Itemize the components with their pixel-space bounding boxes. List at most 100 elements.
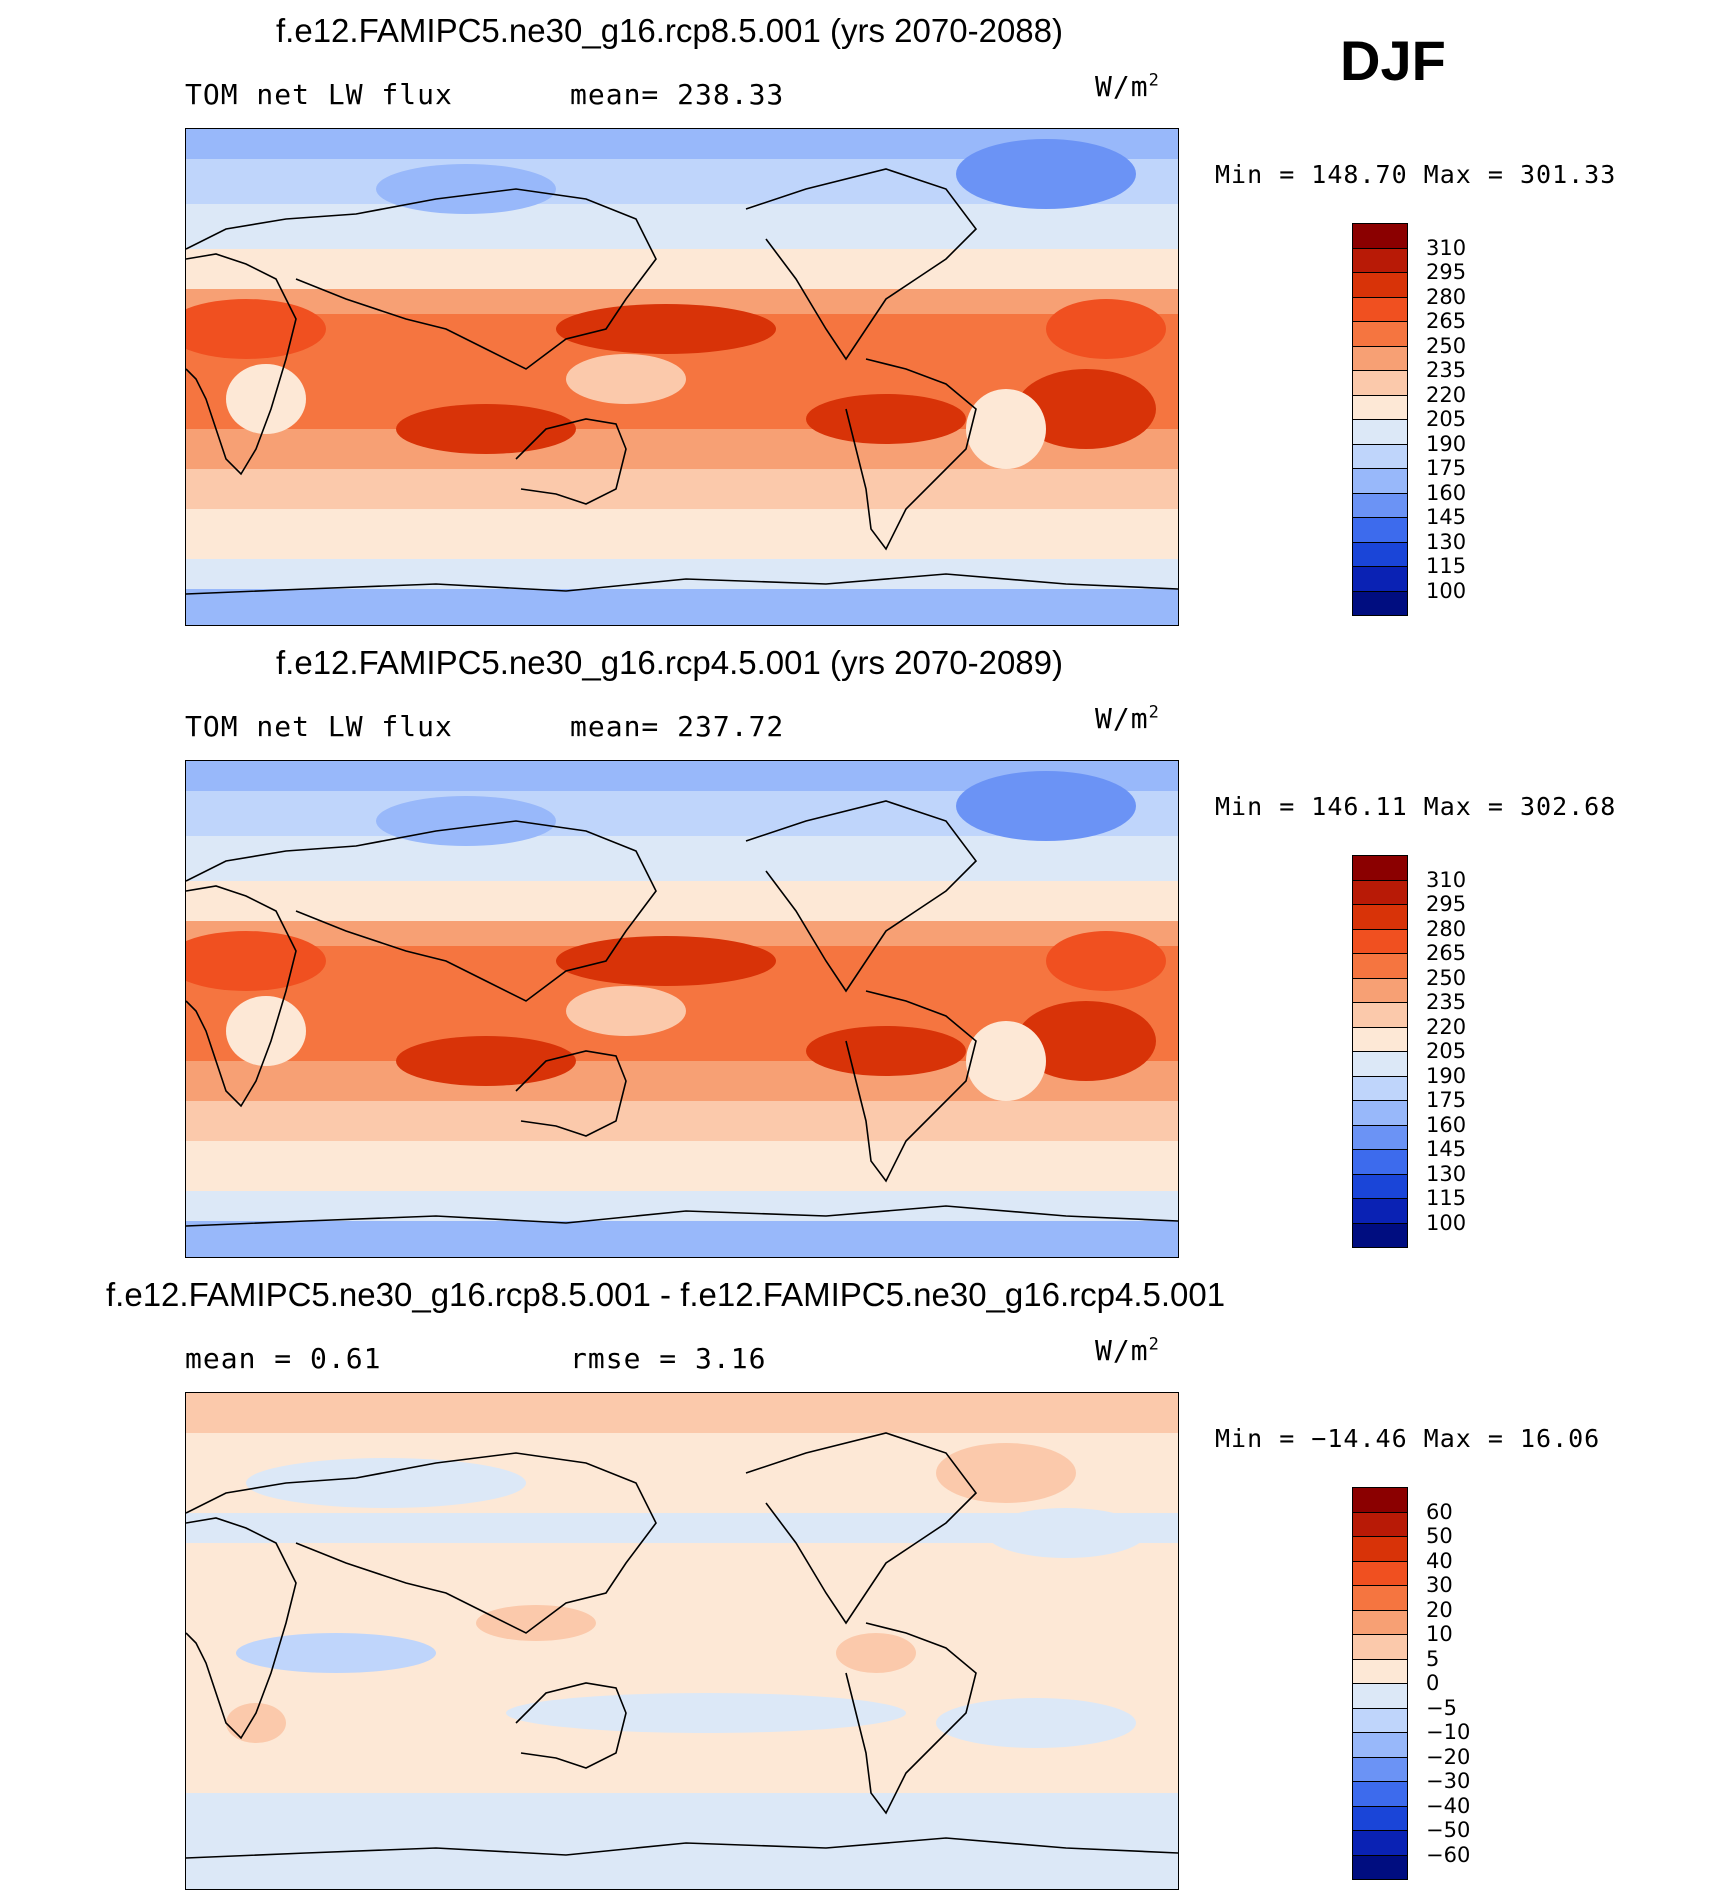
colorbar-label: −30 <box>1426 1769 1471 1793</box>
field-blob <box>376 796 556 846</box>
colorbar-swatch <box>1352 394 1408 420</box>
field-band <box>186 559 1178 589</box>
coastline <box>515 1050 627 1137</box>
colorbar-label: 160 <box>1426 1112 1467 1137</box>
field-blob <box>246 1458 526 1508</box>
panel-3-minmax: Min = −14.46 Max = 16.06 <box>1215 1424 1601 1453</box>
coastline <box>745 800 978 993</box>
colorbar-swatch <box>1352 223 1408 248</box>
panel-2-map <box>185 760 1179 1258</box>
colorbar-swatch <box>1352 1585 1408 1610</box>
panel-1-title: f.e12.FAMIPC5.ne30_g16.rcp8.5.001 (yrs 2… <box>276 12 1063 49</box>
colorbar-swatch <box>1352 370 1408 395</box>
panel-2-mean: mean= 237.72 <box>570 710 785 743</box>
coastline <box>845 1622 977 1815</box>
colorbar-label: 175 <box>1426 1088 1467 1112</box>
field-band <box>186 469 1178 509</box>
panel-2-units: W/m2 <box>1095 702 1160 735</box>
colorbar-label: 145 <box>1426 1137 1467 1161</box>
colorbar-swatch <box>1352 419 1408 444</box>
field-blob <box>1046 931 1166 991</box>
colorbar-swatch <box>1352 928 1408 954</box>
coastline <box>186 1452 657 1634</box>
colorbar-swatch <box>1352 541 1408 567</box>
colorbar-label: 220 <box>1426 1014 1467 1039</box>
colorbar-label: 100 <box>1426 578 1467 603</box>
field-band <box>186 1393 1178 1433</box>
panel-1-field <box>186 129 1178 625</box>
colorbar-swatch <box>1352 1707 1408 1733</box>
colorbar-label: 310 <box>1426 867 1467 892</box>
coastline <box>515 1682 627 1769</box>
colorbar-swatch <box>1352 468 1408 493</box>
colorbar-swatch <box>1352 1756 1408 1782</box>
colorbar-swatch <box>1352 247 1408 273</box>
colorbar-swatch <box>1352 1100 1408 1125</box>
field-blob <box>506 1693 906 1733</box>
field-blob <box>956 139 1136 209</box>
colorbar-label: 0 <box>1426 1671 1440 1695</box>
colorbar-swatch <box>1352 1830 1408 1855</box>
colorbar-label: 20 <box>1426 1597 1453 1622</box>
colorbar-label: 190 <box>1426 1063 1467 1088</box>
colorbar-swatch <box>1352 1781 1408 1806</box>
panel-2-field <box>186 761 1178 1257</box>
coastline <box>186 253 297 476</box>
coastline <box>745 168 978 361</box>
season-label: DJF <box>1340 29 1446 92</box>
panel-1-variable: TOM net LW flux <box>185 78 453 111</box>
field-blob <box>226 1703 286 1743</box>
panel-1-mean: mean= 238.33 <box>570 78 785 111</box>
coastline <box>186 820 657 1002</box>
coastline <box>515 418 627 505</box>
colorbar-swatch <box>1352 566 1408 591</box>
field-blob <box>396 404 576 454</box>
colorbar-swatch <box>1352 1149 1408 1174</box>
colorbar-label: 265 <box>1426 309 1467 333</box>
colorbar-swatch <box>1352 517 1408 542</box>
colorbar-swatch <box>1352 443 1408 469</box>
field-blob <box>806 1026 966 1076</box>
colorbar-swatch <box>1352 1536 1408 1561</box>
colorbar-label: 40 <box>1426 1548 1453 1573</box>
colorbar-label: −5 <box>1426 1695 1457 1720</box>
field-blob <box>376 164 556 214</box>
colorbar-label: 205 <box>1426 407 1467 431</box>
field-blob <box>1046 299 1166 359</box>
colorbar-label: 130 <box>1426 1161 1467 1186</box>
colorbar-label: 280 <box>1426 284 1467 309</box>
field-blob <box>836 1633 916 1673</box>
panel-2-minmax: Min = 146.11 Max = 302.68 <box>1215 792 1617 821</box>
colorbar-label: 5 <box>1426 1646 1440 1671</box>
colorbar-label: 30 <box>1426 1573 1453 1597</box>
colorbar-swatch <box>1352 1609 1408 1635</box>
coastline <box>845 358 977 551</box>
colorbar-label: −10 <box>1426 1720 1471 1744</box>
field-band <box>186 881 1178 921</box>
colorbar-label: 145 <box>1426 505 1467 529</box>
colorbar-label: 295 <box>1426 892 1467 916</box>
panel-1-minmax: Min = 148.70 Max = 301.33 <box>1215 160 1617 189</box>
field-blob <box>226 996 306 1066</box>
field-band <box>186 204 1178 249</box>
colorbar-label: 160 <box>1426 480 1467 505</box>
panel-3-colorbar: 60 50 40 30 20 10 5 0 −5 −10 −20 −30 −40 −50 −60 <box>1352 1487 1470 1880</box>
field-band <box>186 509 1178 559</box>
colorbar-swatch <box>1352 977 1408 1003</box>
colorbar-swatch <box>1352 1854 1408 1880</box>
coastline <box>745 1432 978 1625</box>
field-blob <box>966 389 1046 469</box>
colorbar-label: 295 <box>1426 260 1467 284</box>
colorbar-label: 280 <box>1426 916 1467 941</box>
field-band <box>186 1221 1178 1257</box>
colorbar-label: 235 <box>1426 358 1467 382</box>
colorbar-swatch <box>1352 345 1408 371</box>
field-blob <box>1016 1001 1156 1081</box>
coastline <box>186 1205 1178 1227</box>
colorbar-label: 115 <box>1426 1186 1467 1210</box>
colorbar-label: 190 <box>1426 431 1467 456</box>
colorbar-swatch <box>1352 296 1408 322</box>
field-blob <box>476 1605 596 1641</box>
colorbar-label: 175 <box>1426 456 1467 480</box>
coastline <box>186 885 297 1108</box>
